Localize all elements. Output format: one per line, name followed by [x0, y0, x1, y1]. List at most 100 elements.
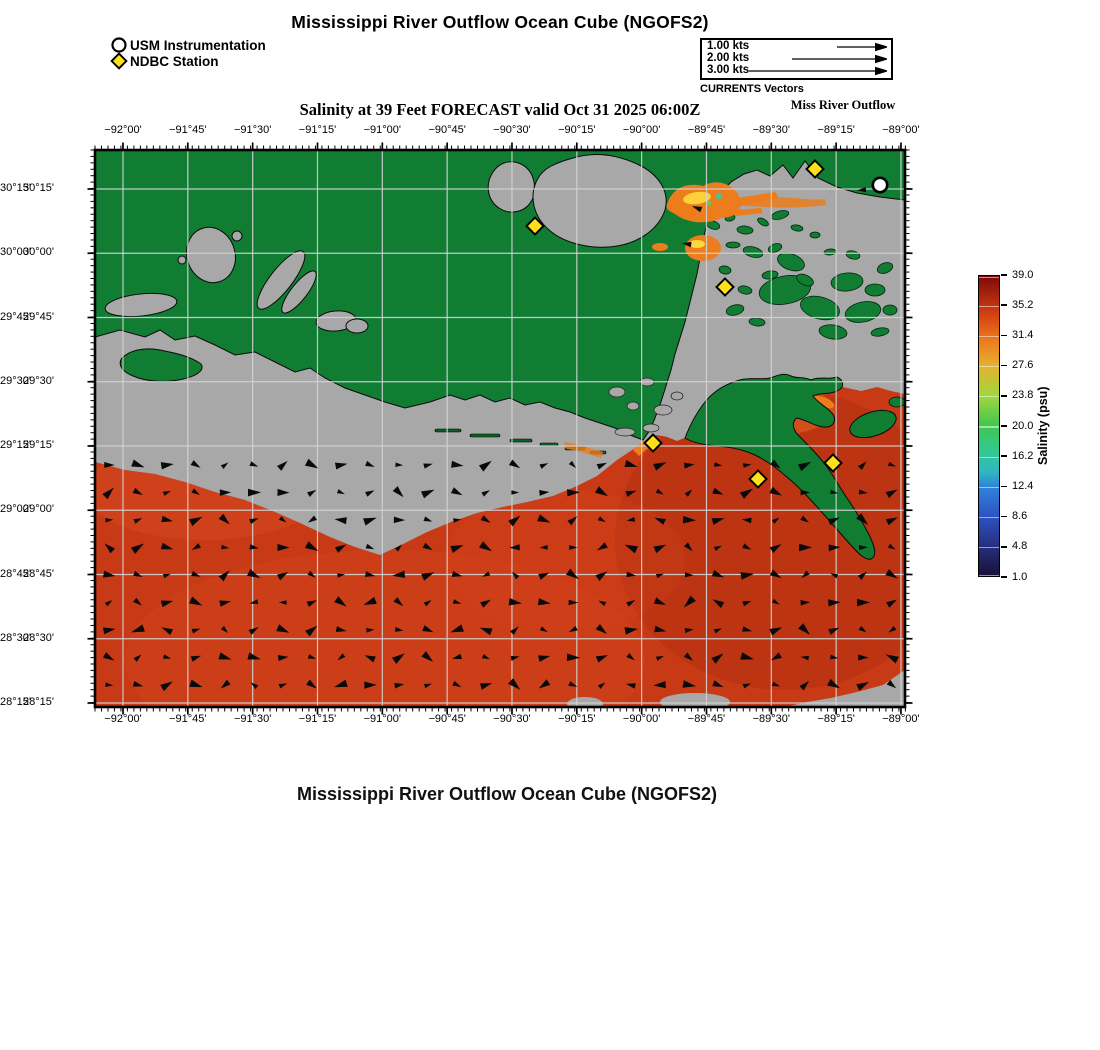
sound-island	[761, 270, 779, 280]
current-arrow-icon	[857, 461, 867, 471]
vector-legend-caption: CURRENTS Vectors	[700, 83, 804, 95]
colorbar-tick-label: 16.2	[1012, 449, 1034, 462]
current-arrow-icon	[626, 571, 637, 578]
colorbar-axis-label: Salinity (psu)	[1036, 386, 1050, 466]
sound-island	[876, 262, 894, 274]
current-arrow-icon	[420, 489, 435, 499]
sound-island	[757, 217, 769, 227]
colorbar-tick	[1001, 334, 1007, 337]
current-arrow-icon	[742, 543, 752, 550]
current-arrow-icon	[654, 517, 666, 525]
current-arrow-icon	[827, 678, 841, 689]
current-arrow-icon	[857, 187, 867, 193]
delta-east-island	[849, 409, 897, 439]
vector-arrow-icon	[837, 42, 887, 52]
colorbar-tick	[1001, 274, 1007, 276]
x-tick-label-bottom: −91°30'	[233, 713, 272, 725]
current-arrow-icon	[479, 541, 492, 552]
x-tick-label-top: −89°30'	[752, 124, 790, 136]
x-tick-label-bottom: −91°00'	[363, 713, 402, 725]
current-arrow-icon	[770, 459, 781, 469]
current-arrow-icon	[481, 653, 490, 660]
sound-island	[864, 283, 886, 297]
current-arrow-icon	[276, 460, 288, 471]
current-arrow-icon	[625, 490, 637, 497]
current-arrow-icon	[538, 572, 550, 580]
current-arrow-icon	[133, 570, 143, 577]
current-arrow-icon	[479, 683, 493, 690]
current-arrow-icon	[655, 488, 664, 495]
current-arrow-icon	[827, 517, 840, 526]
x-tick-label-bottom: −90°45'	[428, 713, 466, 725]
current-arrow-icon	[885, 489, 898, 499]
current-arrow-icon	[568, 460, 577, 468]
sound-island	[818, 324, 848, 340]
sound-island	[725, 241, 741, 249]
current-arrow-icon	[769, 544, 782, 554]
current-arrow-icon	[451, 653, 462, 660]
sound-island	[737, 285, 753, 295]
current-arrow-icon	[161, 627, 174, 636]
current-arrow-icon	[742, 683, 752, 689]
current-arrow-icon	[511, 571, 520, 580]
x-tick-label-bottom: −89°15'	[817, 713, 855, 725]
vector-arrow-icon	[749, 66, 887, 76]
x-tick-label-top: −91°45'	[169, 124, 207, 136]
x-tick-label-bottom: −91°15'	[298, 713, 337, 725]
current-arrow-icon	[741, 517, 752, 524]
x-tick-label-top: −91°30'	[233, 124, 272, 136]
current-arrow-icon	[569, 545, 578, 550]
current-arrow-icon	[307, 489, 317, 497]
usm-circle-icon	[111, 37, 127, 53]
current-arrow-icon	[654, 625, 667, 633]
colorbar-tick	[1001, 455, 1007, 457]
current-arrow-icon	[249, 599, 259, 605]
stations	[525, 159, 889, 489]
current-arrow-icon	[595, 624, 608, 634]
current-arrow-icon	[655, 573, 665, 579]
x-tick-label-top: −90°15'	[558, 124, 596, 136]
current-arrow-icon	[712, 487, 724, 495]
graticule	[95, 150, 905, 707]
current-arrow-icon	[597, 682, 606, 689]
current-arrow-icon	[885, 654, 899, 664]
usm-station-marker	[871, 176, 889, 194]
y-tick-label-right: 28°15'	[0, 696, 31, 708]
colorbar-tick-label: 1.0	[1012, 570, 1028, 583]
current-arrow-icon	[858, 625, 867, 633]
x-tick-label-top: −91°15'	[298, 124, 337, 136]
current-arrow-icon	[481, 490, 490, 497]
current-arrow-icon	[507, 678, 521, 690]
colorbar-gridline	[979, 426, 999, 428]
vector-speed-label: 2.00 kts	[707, 52, 750, 65]
current-arrow-icon	[334, 679, 348, 688]
current-arrow-icon	[856, 513, 869, 525]
current-arrow-icon	[423, 683, 432, 689]
current-arrow-icon	[307, 654, 317, 659]
map-fills	[95, 150, 905, 707]
current-arrow-icon	[683, 542, 693, 552]
current-arrow-icon	[566, 653, 581, 662]
current-arrow-icon	[221, 544, 230, 550]
current-arrow-icon	[450, 624, 464, 633]
current-arrow-icon	[393, 516, 406, 524]
current-arrow-icon	[539, 463, 549, 469]
current-arrow-icon	[450, 545, 464, 553]
ndbc-station-marker	[823, 453, 843, 473]
current-arrow-icon	[218, 570, 230, 582]
sound-island	[882, 304, 898, 316]
legend-ndbc-label: NDBC Station	[130, 54, 219, 69]
x-tick-label-bottom: −92°00'	[104, 713, 142, 725]
land-north	[95, 150, 905, 441]
colorbar-tick-label: 31.4	[1012, 328, 1034, 341]
current-arrow-icon	[249, 461, 259, 467]
current-arrow-icon	[132, 681, 144, 687]
current-arrow-icon	[830, 654, 839, 660]
ndbc-station-marker	[805, 159, 825, 179]
current-arrow-icon	[828, 599, 841, 607]
colorbar-tick-label: 4.8	[1012, 540, 1028, 553]
current-arrow-icon	[769, 486, 782, 496]
vector-speed-label: 1.00 kts	[707, 40, 750, 53]
colorbar-gridline	[979, 575, 999, 577]
